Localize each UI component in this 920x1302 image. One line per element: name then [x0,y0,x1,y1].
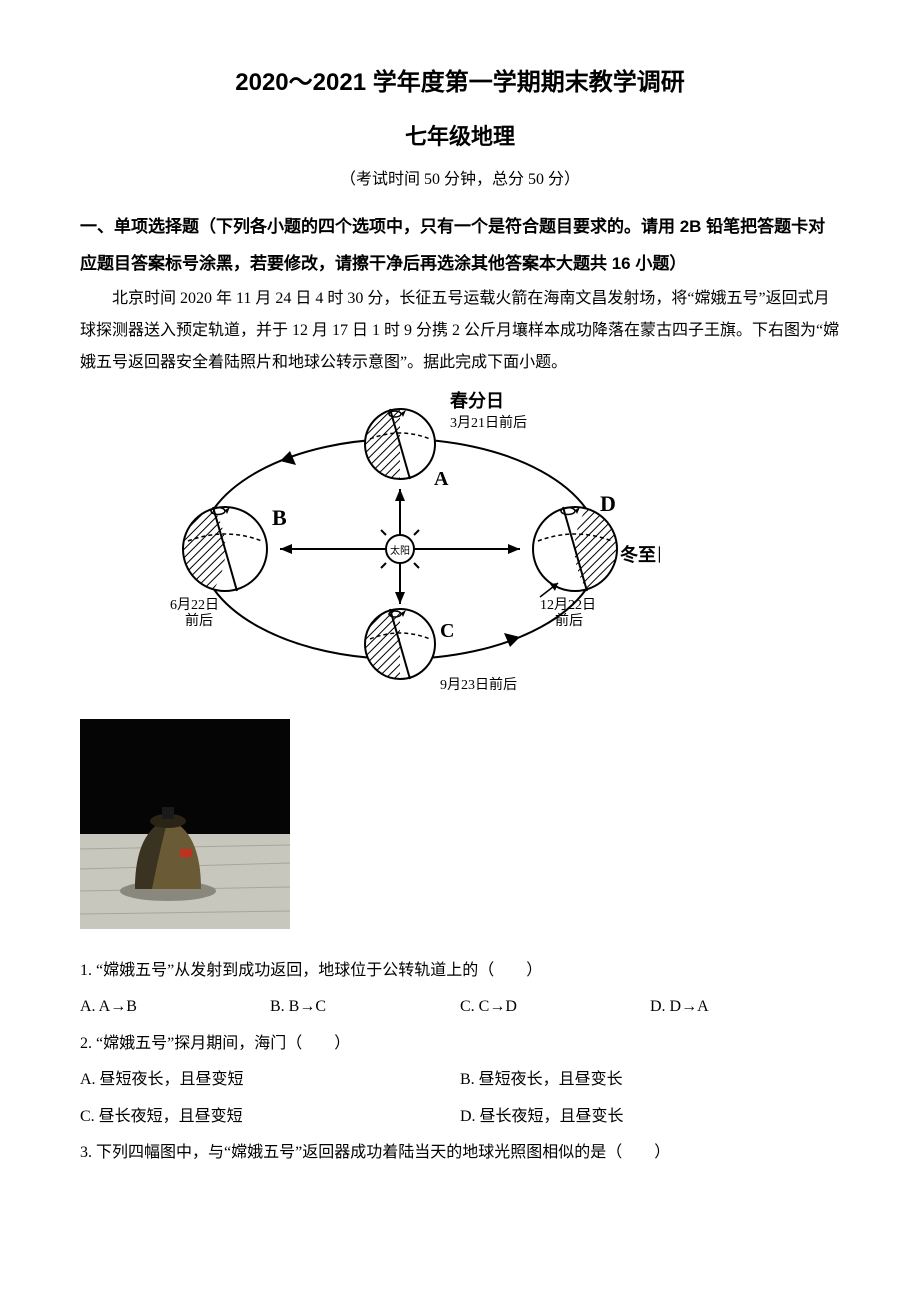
section-heading: 一、单项选择题（下列各小题的四个选项中，只有一个是符合题目要求的。请用 2B 铅… [80,208,840,283]
option: B. B→C [270,992,460,1022]
options-row: A. 昼短夜长，且昼变短B. 昼短夜长，且昼变长 [80,1065,840,1095]
label-D: D [600,491,616,516]
question-stem: 1. “嫦娥五号”从发射到成功返回，地球位于公转轨道上的（ ） [80,956,840,986]
page-title: 2020～2021 学年度第一学期期末教学调研 [80,60,840,106]
option: A. A→B [80,992,270,1022]
option: B. 昼短夜长，且昼变长 [460,1065,840,1095]
passage-text: 北京时间 2020 年 11 月 24 日 4 时 30 分，长征五号运载火箭在… [80,283,840,379]
label-spring: 春分日 [450,390,504,411]
option: A. 昼短夜长，且昼变短 [80,1065,460,1095]
exam-info: （考试时间 50 分钟，总分 50 分） [80,165,840,195]
sun-label: 太阳 [390,544,410,557]
option: D. 昼长夜短，且昼变长 [460,1102,840,1132]
label-winter: 冬至日 [620,544,660,565]
label-d-date-1: 12月22日 [540,597,596,613]
label-b-date-1: 6月22日 [170,597,219,613]
label-autumn-date: 9月23日前后 [440,676,517,693]
options-row: A. A→BB. B→CC. C→DD. D→A [80,992,840,1022]
question-stem: 2. “嫦娥五号”探月期间，海门（ ） [80,1029,840,1059]
landing-photo [80,719,290,929]
option: D. D→A [650,992,840,1022]
options-row: C. 昼长夜短，且昼变短D. 昼长夜短，且昼变长 [80,1102,840,1132]
option: C. C→D [460,992,650,1022]
questions-block: 1. “嫦娥五号”从发射到成功返回，地球位于公转轨道上的（ ）A. A→BB. … [80,956,840,1168]
label-d-date-2: 前后 [555,612,583,629]
orbit-diagram: 太阳 春分日 3月21日前后 A B 6月22日 前后 C 9月23日前后 D … [140,389,660,699]
label-B: B [272,505,287,530]
label-spring-date: 3月21日前后 [450,414,527,431]
label-b-date-2: 前后 [185,612,213,629]
label-C: C [440,620,454,642]
page-subtitle: 七年级地理 [80,116,840,158]
label-A: A [434,468,449,490]
question-stem: 3. 下列四幅图中，与“嫦娥五号”返回器成功着陆当天的地球光照图相似的是（ ） [80,1138,840,1168]
option: C. 昼长夜短，且昼变短 [80,1102,460,1132]
